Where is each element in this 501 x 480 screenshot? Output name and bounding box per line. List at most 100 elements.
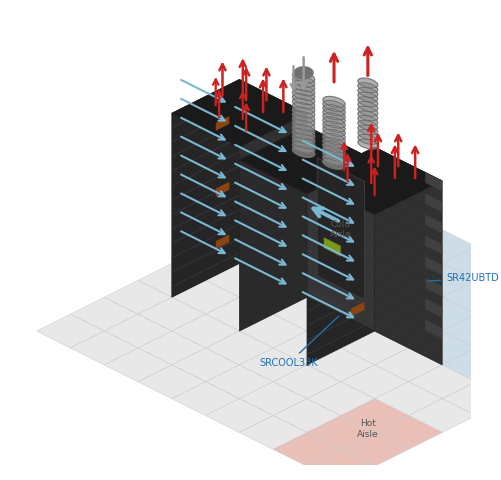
Polygon shape <box>357 120 377 130</box>
Polygon shape <box>307 382 374 416</box>
Polygon shape <box>292 107 314 118</box>
Polygon shape <box>322 154 345 165</box>
Polygon shape <box>408 399 475 432</box>
Polygon shape <box>138 264 205 297</box>
Polygon shape <box>205 399 273 432</box>
Polygon shape <box>239 382 307 416</box>
Polygon shape <box>70 297 138 331</box>
Polygon shape <box>70 331 138 365</box>
Polygon shape <box>408 297 475 331</box>
Polygon shape <box>307 179 374 213</box>
Polygon shape <box>322 105 345 116</box>
Polygon shape <box>340 264 408 297</box>
Polygon shape <box>292 129 314 140</box>
Polygon shape <box>307 126 374 331</box>
Polygon shape <box>292 76 314 87</box>
Polygon shape <box>292 142 314 153</box>
Polygon shape <box>205 264 273 297</box>
Polygon shape <box>340 399 408 432</box>
Polygon shape <box>322 117 345 128</box>
Polygon shape <box>322 113 345 124</box>
Polygon shape <box>273 229 340 264</box>
Polygon shape <box>104 280 171 314</box>
Polygon shape <box>138 365 205 399</box>
Polygon shape <box>374 348 441 382</box>
Polygon shape <box>322 108 345 120</box>
Polygon shape <box>239 348 307 382</box>
Polygon shape <box>441 314 501 348</box>
Polygon shape <box>374 280 441 314</box>
Polygon shape <box>215 234 229 249</box>
Polygon shape <box>408 365 475 399</box>
Polygon shape <box>292 89 314 100</box>
Polygon shape <box>340 432 408 466</box>
Polygon shape <box>171 314 239 348</box>
Polygon shape <box>340 331 408 365</box>
Polygon shape <box>292 137 314 149</box>
Polygon shape <box>239 80 307 297</box>
Polygon shape <box>322 137 345 149</box>
Polygon shape <box>292 111 314 122</box>
Polygon shape <box>307 280 374 314</box>
Polygon shape <box>171 247 239 280</box>
Polygon shape <box>424 215 441 233</box>
Polygon shape <box>424 256 441 276</box>
Polygon shape <box>294 67 313 79</box>
Polygon shape <box>104 348 171 382</box>
Polygon shape <box>350 184 364 198</box>
Polygon shape <box>340 196 408 229</box>
Polygon shape <box>307 147 374 365</box>
Polygon shape <box>357 130 377 140</box>
Polygon shape <box>424 172 441 192</box>
Polygon shape <box>292 124 314 135</box>
Polygon shape <box>374 247 441 280</box>
Polygon shape <box>424 277 441 297</box>
Polygon shape <box>340 297 408 331</box>
Text: SRCOOL33K: SRCOOL33K <box>260 316 338 368</box>
Polygon shape <box>273 331 340 365</box>
Polygon shape <box>239 126 307 331</box>
Polygon shape <box>408 229 475 264</box>
Polygon shape <box>323 238 340 256</box>
Polygon shape <box>292 102 314 114</box>
Polygon shape <box>322 100 345 112</box>
Polygon shape <box>357 139 377 149</box>
Polygon shape <box>357 97 377 107</box>
Polygon shape <box>215 182 229 196</box>
Text: SR42UBTD: SR42UBTD <box>427 273 497 283</box>
Polygon shape <box>273 297 340 331</box>
Polygon shape <box>322 158 345 169</box>
Polygon shape <box>357 125 377 135</box>
Polygon shape <box>441 280 501 314</box>
Polygon shape <box>307 147 441 215</box>
Polygon shape <box>239 213 307 247</box>
Text: Hot
Aisle: Hot Aisle <box>356 420 378 439</box>
Polygon shape <box>475 264 501 297</box>
Polygon shape <box>171 382 239 416</box>
Polygon shape <box>307 314 374 348</box>
Polygon shape <box>273 432 340 466</box>
Polygon shape <box>322 133 345 144</box>
Polygon shape <box>138 297 205 331</box>
Polygon shape <box>273 196 340 229</box>
Polygon shape <box>273 399 340 432</box>
Polygon shape <box>357 83 377 93</box>
Polygon shape <box>441 348 501 382</box>
Polygon shape <box>408 264 475 297</box>
Polygon shape <box>205 229 273 264</box>
Text: Cold
Aisle: Cold Aisle <box>329 220 351 240</box>
Polygon shape <box>292 85 314 96</box>
Polygon shape <box>357 116 377 126</box>
Polygon shape <box>357 101 377 111</box>
Polygon shape <box>408 331 475 365</box>
Polygon shape <box>357 78 377 88</box>
Polygon shape <box>350 250 364 264</box>
Polygon shape <box>424 193 441 212</box>
Polygon shape <box>205 331 273 365</box>
Polygon shape <box>374 314 441 348</box>
Polygon shape <box>322 142 345 153</box>
Polygon shape <box>239 126 374 194</box>
Polygon shape <box>317 158 364 300</box>
Polygon shape <box>171 280 239 314</box>
Polygon shape <box>475 297 501 331</box>
